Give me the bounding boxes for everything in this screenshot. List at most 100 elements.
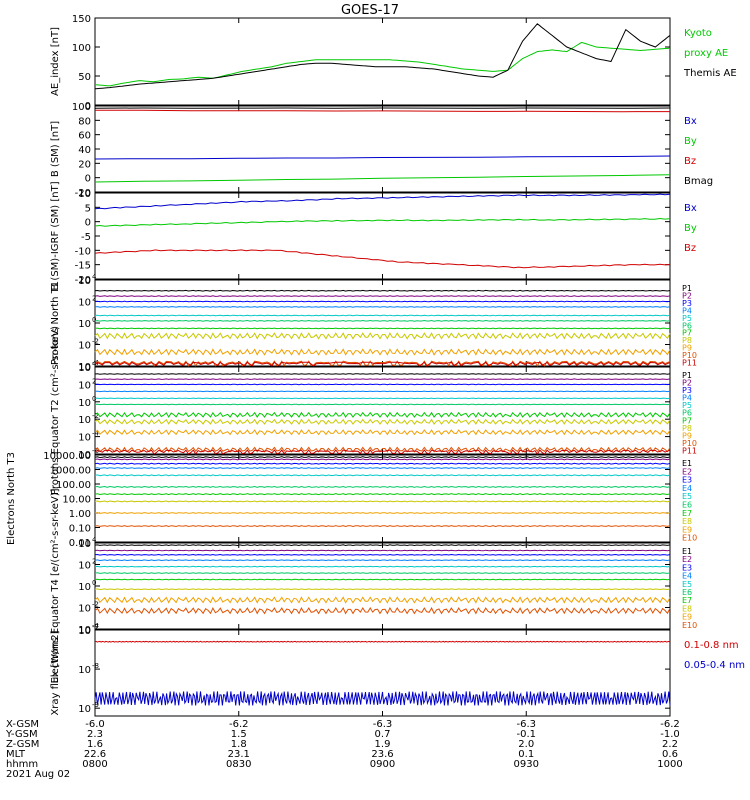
y-tick-exponent: 4 <box>92 536 97 544</box>
footer-value: -6.3 <box>373 719 393 730</box>
footer-value: 1.5 <box>231 729 247 740</box>
channel-label: P3 <box>682 386 692 395</box>
y-tick-exponent: -4 <box>92 430 100 438</box>
series-line <box>94 640 671 643</box>
y-tick-exponent: -6 <box>92 447 100 455</box>
footer-value: -6.0 <box>85 719 105 730</box>
series-line <box>94 217 671 227</box>
channel-label: P6 <box>682 321 692 330</box>
panel-1: 0 50 100 150 AE_index [nT] Kyoto proxy AE Themi… <box>50 14 737 112</box>
legend-entry: By <box>684 136 697 147</box>
legend-entry: Bx <box>684 203 697 214</box>
flux-channel-line <box>94 429 671 436</box>
channel-label: P11 <box>682 446 697 455</box>
flux-channel-line <box>94 306 671 308</box>
y-tick-label: 0 <box>85 101 91 112</box>
y-tick-label: 10 <box>78 398 91 409</box>
y-tick-label: 40 <box>78 145 91 156</box>
footer-row-label: X-GSM <box>6 719 39 730</box>
legend-entry: Kyoto <box>684 28 712 39</box>
y-tick-label: 150 <box>72 14 91 25</box>
footer-value: 0800 <box>82 759 107 770</box>
footer-value: 1000 <box>657 759 682 770</box>
y-axis-label: Protons North T1 <box>50 281 61 365</box>
y-tick-label: 0.10 <box>69 524 91 535</box>
series-line <box>94 691 671 706</box>
panel-frame <box>94 366 671 455</box>
y-tick-exponent: -9 <box>92 701 99 709</box>
y-tick-label: -20 <box>75 275 91 286</box>
y-tick-exponent: 4 <box>92 360 97 368</box>
footer-value: -6.3 <box>516 719 536 730</box>
legend-entry: Bmag <box>684 176 713 187</box>
footer-value: -1.0 <box>660 729 680 740</box>
y-tick-label: 0 <box>85 174 91 185</box>
y-axis-label: Electrons Equator T4 [e/(cm²-s-sr-keV)] <box>50 488 61 683</box>
y-tick-label: 5 <box>85 203 91 214</box>
orbit-footer: X-GSM -6.0 -6.2 -6.3 -6.3 -6.2 Y-GSM 2.3 1.5 0.7 -… <box>5 719 683 780</box>
channel-label: E1 <box>682 459 692 468</box>
y-tick-exponent: 0 <box>92 579 96 587</box>
panel-frame <box>94 105 671 193</box>
y-tick-label: 10 <box>78 704 91 715</box>
plot-title: GOES-17 <box>341 3 399 18</box>
footer-row-label: MLT <box>6 749 26 760</box>
legend-entry: By <box>684 223 697 234</box>
series-line <box>94 41 671 87</box>
flux-channel-line <box>94 360 671 368</box>
y-tick-label: 10 <box>78 450 91 461</box>
channel-label: E7 <box>682 596 692 605</box>
channel-label: E6 <box>682 501 692 510</box>
y-tick-label: 0 <box>85 218 91 229</box>
channel-label: E8 <box>682 517 692 526</box>
legend-entry: Bz <box>684 243 696 254</box>
series-line <box>94 174 671 183</box>
footer-value: 0.7 <box>375 729 391 740</box>
footer-value: 22.6 <box>84 749 106 760</box>
y-tick-label: 10 <box>78 582 91 593</box>
channel-label: E10 <box>682 621 697 630</box>
y-tick-label: 10 <box>78 276 91 287</box>
channel-label: E8 <box>682 604 692 613</box>
channel-label: E4 <box>682 572 692 581</box>
channel-label: E6 <box>682 588 692 597</box>
y-axis-label: B (SM)-IGRF (SM) [nT] <box>50 181 61 290</box>
flux-channel-line <box>94 411 671 418</box>
footer-value: 1.9 <box>375 739 391 750</box>
footer-value: 1.6 <box>87 739 103 750</box>
y-tick-label: -10 <box>75 246 91 257</box>
y-tick-label: 10.00 <box>62 495 91 506</box>
channel-label: P5 <box>682 401 692 410</box>
flux-channel-line <box>94 512 671 514</box>
channel-label: E5 <box>682 580 692 589</box>
footer-value: 2.2 <box>662 739 678 750</box>
channel-label: P7 <box>682 329 692 338</box>
y-tick-label: 50 <box>78 72 91 83</box>
y-axis-label: Xray flux [W/m2] <box>50 630 61 715</box>
y-axis-label: AE_index [nT] <box>50 27 61 96</box>
channel-label: P5 <box>682 314 692 323</box>
y-tick-label: 10 <box>78 433 91 444</box>
series-line <box>94 155 671 160</box>
y-axis-label: B (SM) [nT] <box>50 121 61 177</box>
panel-6: 10000.00 1000.00 100.00 10.00 1.00 0.10 0.01 El… <box>6 451 697 549</box>
flux-channel-line <box>94 606 671 615</box>
y-tick-label: 10 <box>78 604 91 615</box>
panel-frame <box>94 17 671 106</box>
footer-value: 0.6 <box>662 749 678 760</box>
channel-label: E1 <box>682 547 692 556</box>
channel-label: P8 <box>682 424 692 433</box>
channel-label: P2 <box>682 291 692 300</box>
channel-label: P2 <box>682 379 692 388</box>
y-tick-label: 10 <box>78 189 91 200</box>
flux-channel-line <box>94 418 671 425</box>
y-tick-label: 1000.00 <box>50 466 91 477</box>
channel-label: P7 <box>682 416 692 425</box>
footer-value: 2.3 <box>87 729 103 740</box>
footer-row-label: hhmm <box>6 759 38 770</box>
y-tick-exponent: 4 <box>92 273 97 281</box>
flux-channel-line <box>94 525 671 528</box>
legend-entry: Bx <box>684 116 697 127</box>
